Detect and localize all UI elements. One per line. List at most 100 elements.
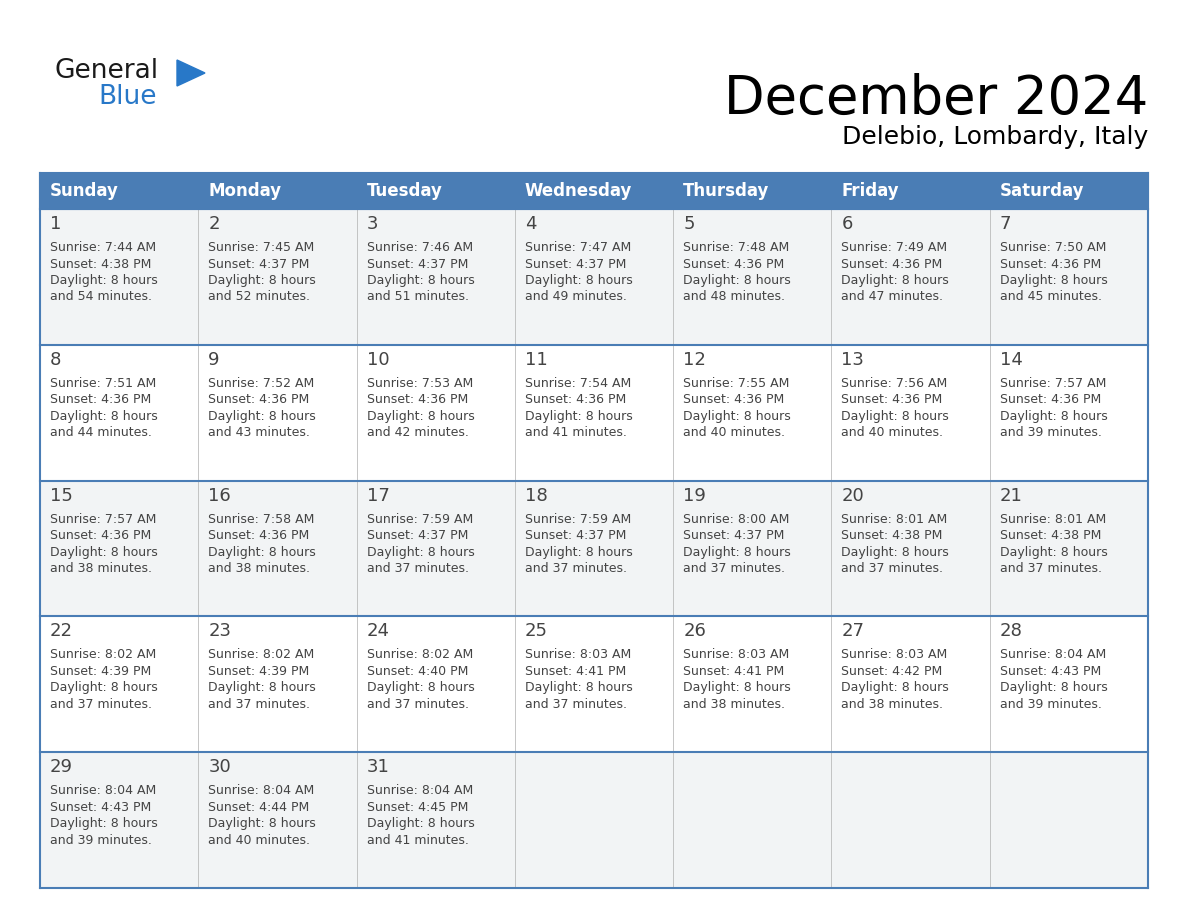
Text: Sunset: 4:43 PM: Sunset: 4:43 PM — [1000, 665, 1101, 677]
Text: Saturday: Saturday — [1000, 182, 1085, 200]
Text: 14: 14 — [1000, 351, 1023, 369]
Text: Sunset: 4:43 PM: Sunset: 4:43 PM — [50, 800, 151, 813]
Text: Daylight: 8 hours: Daylight: 8 hours — [50, 409, 158, 423]
Text: Sunrise: 7:56 AM: Sunrise: 7:56 AM — [841, 376, 948, 390]
Text: 5: 5 — [683, 215, 695, 233]
Text: Monday: Monday — [208, 182, 282, 200]
Text: Sunrise: 7:47 AM: Sunrise: 7:47 AM — [525, 241, 631, 254]
Text: Sunset: 4:36 PM: Sunset: 4:36 PM — [1000, 258, 1101, 271]
Text: Daylight: 8 hours: Daylight: 8 hours — [367, 409, 474, 423]
Text: 18: 18 — [525, 487, 548, 505]
Text: and 52 minutes.: and 52 minutes. — [208, 290, 310, 304]
Text: Sunrise: 7:53 AM: Sunrise: 7:53 AM — [367, 376, 473, 390]
Text: Thursday: Thursday — [683, 182, 770, 200]
Text: Sunrise: 7:59 AM: Sunrise: 7:59 AM — [525, 512, 631, 526]
Text: Sunrise: 8:02 AM: Sunrise: 8:02 AM — [50, 648, 157, 661]
Text: and 38 minutes.: and 38 minutes. — [50, 562, 152, 575]
Text: Sunset: 4:36 PM: Sunset: 4:36 PM — [50, 529, 151, 543]
Text: 7: 7 — [1000, 215, 1011, 233]
Text: Sunset: 4:42 PM: Sunset: 4:42 PM — [841, 665, 943, 677]
Text: Sunrise: 8:04 AM: Sunrise: 8:04 AM — [50, 784, 157, 797]
Text: Sunrise: 8:02 AM: Sunrise: 8:02 AM — [367, 648, 473, 661]
Text: Sunrise: 7:44 AM: Sunrise: 7:44 AM — [50, 241, 156, 254]
Text: Delebio, Lombardy, Italy: Delebio, Lombardy, Italy — [842, 125, 1148, 149]
Text: Sunset: 4:36 PM: Sunset: 4:36 PM — [683, 258, 784, 271]
Text: and 45 minutes.: and 45 minutes. — [1000, 290, 1101, 304]
Text: Daylight: 8 hours: Daylight: 8 hours — [208, 274, 316, 287]
Text: Sunrise: 8:02 AM: Sunrise: 8:02 AM — [208, 648, 315, 661]
Text: and 39 minutes.: and 39 minutes. — [1000, 426, 1101, 440]
Text: Sunday: Sunday — [50, 182, 119, 200]
Text: Blue: Blue — [97, 84, 157, 110]
Text: Sunrise: 7:51 AM: Sunrise: 7:51 AM — [50, 376, 157, 390]
Text: Daylight: 8 hours: Daylight: 8 hours — [1000, 274, 1107, 287]
Text: Daylight: 8 hours: Daylight: 8 hours — [208, 681, 316, 694]
Text: Sunset: 4:36 PM: Sunset: 4:36 PM — [367, 393, 468, 407]
Text: and 47 minutes.: and 47 minutes. — [841, 290, 943, 304]
Text: Daylight: 8 hours: Daylight: 8 hours — [841, 545, 949, 558]
Text: 26: 26 — [683, 622, 706, 641]
Polygon shape — [177, 60, 206, 86]
Text: 13: 13 — [841, 351, 865, 369]
Text: Daylight: 8 hours: Daylight: 8 hours — [50, 274, 158, 287]
Text: 12: 12 — [683, 351, 706, 369]
Text: Sunset: 4:39 PM: Sunset: 4:39 PM — [208, 665, 310, 677]
Text: 22: 22 — [50, 622, 72, 641]
Text: Daylight: 8 hours: Daylight: 8 hours — [367, 681, 474, 694]
Text: Daylight: 8 hours: Daylight: 8 hours — [208, 817, 316, 830]
Text: Sunrise: 7:58 AM: Sunrise: 7:58 AM — [208, 512, 315, 526]
Text: Sunrise: 8:04 AM: Sunrise: 8:04 AM — [208, 784, 315, 797]
Text: Sunset: 4:37 PM: Sunset: 4:37 PM — [367, 529, 468, 543]
Text: Sunrise: 8:00 AM: Sunrise: 8:00 AM — [683, 512, 790, 526]
Text: 3: 3 — [367, 215, 378, 233]
Text: Sunrise: 7:55 AM: Sunrise: 7:55 AM — [683, 376, 790, 390]
Text: and 37 minutes.: and 37 minutes. — [525, 562, 627, 575]
Text: 4: 4 — [525, 215, 536, 233]
Bar — [40, 481, 1148, 616]
Bar — [832, 173, 990, 209]
Text: and 39 minutes.: and 39 minutes. — [1000, 698, 1101, 711]
Text: and 40 minutes.: and 40 minutes. — [208, 834, 310, 846]
Text: 31: 31 — [367, 758, 390, 777]
Text: Daylight: 8 hours: Daylight: 8 hours — [1000, 545, 1107, 558]
Text: Sunrise: 8:04 AM: Sunrise: 8:04 AM — [1000, 648, 1106, 661]
Text: and 48 minutes.: and 48 minutes. — [683, 290, 785, 304]
Text: Daylight: 8 hours: Daylight: 8 hours — [841, 409, 949, 423]
Text: Sunset: 4:41 PM: Sunset: 4:41 PM — [683, 665, 784, 677]
Text: Daylight: 8 hours: Daylight: 8 hours — [683, 681, 791, 694]
Bar — [40, 345, 1148, 481]
Text: and 54 minutes.: and 54 minutes. — [50, 290, 152, 304]
Text: Sunset: 4:37 PM: Sunset: 4:37 PM — [525, 258, 626, 271]
Text: Sunset: 4:37 PM: Sunset: 4:37 PM — [683, 529, 784, 543]
Text: Sunrise: 8:03 AM: Sunrise: 8:03 AM — [683, 648, 789, 661]
Text: Sunset: 4:36 PM: Sunset: 4:36 PM — [841, 258, 943, 271]
Text: Tuesday: Tuesday — [367, 182, 442, 200]
Text: and 37 minutes.: and 37 minutes. — [367, 562, 468, 575]
Text: and 38 minutes.: and 38 minutes. — [208, 562, 310, 575]
Text: Sunset: 4:45 PM: Sunset: 4:45 PM — [367, 800, 468, 813]
Text: General: General — [55, 58, 159, 84]
Text: and 39 minutes.: and 39 minutes. — [50, 834, 152, 846]
Text: Sunset: 4:37 PM: Sunset: 4:37 PM — [525, 529, 626, 543]
Text: Sunset: 4:36 PM: Sunset: 4:36 PM — [208, 529, 310, 543]
Text: and 38 minutes.: and 38 minutes. — [683, 698, 785, 711]
Text: and 49 minutes.: and 49 minutes. — [525, 290, 627, 304]
Text: Sunset: 4:44 PM: Sunset: 4:44 PM — [208, 800, 310, 813]
Text: Daylight: 8 hours: Daylight: 8 hours — [208, 409, 316, 423]
Text: Sunrise: 8:01 AM: Sunrise: 8:01 AM — [841, 512, 948, 526]
Text: and 38 minutes.: and 38 minutes. — [841, 698, 943, 711]
Text: 1: 1 — [50, 215, 62, 233]
Text: Daylight: 8 hours: Daylight: 8 hours — [525, 681, 632, 694]
Text: Sunset: 4:37 PM: Sunset: 4:37 PM — [208, 258, 310, 271]
Text: 17: 17 — [367, 487, 390, 505]
Text: 19: 19 — [683, 487, 706, 505]
Text: 2: 2 — [208, 215, 220, 233]
Text: Sunset: 4:36 PM: Sunset: 4:36 PM — [50, 393, 151, 407]
Text: 25: 25 — [525, 622, 548, 641]
Text: Daylight: 8 hours: Daylight: 8 hours — [683, 545, 791, 558]
Bar — [356, 173, 514, 209]
Text: Sunset: 4:36 PM: Sunset: 4:36 PM — [683, 393, 784, 407]
Bar — [514, 173, 674, 209]
Text: Daylight: 8 hours: Daylight: 8 hours — [367, 545, 474, 558]
Text: 10: 10 — [367, 351, 390, 369]
